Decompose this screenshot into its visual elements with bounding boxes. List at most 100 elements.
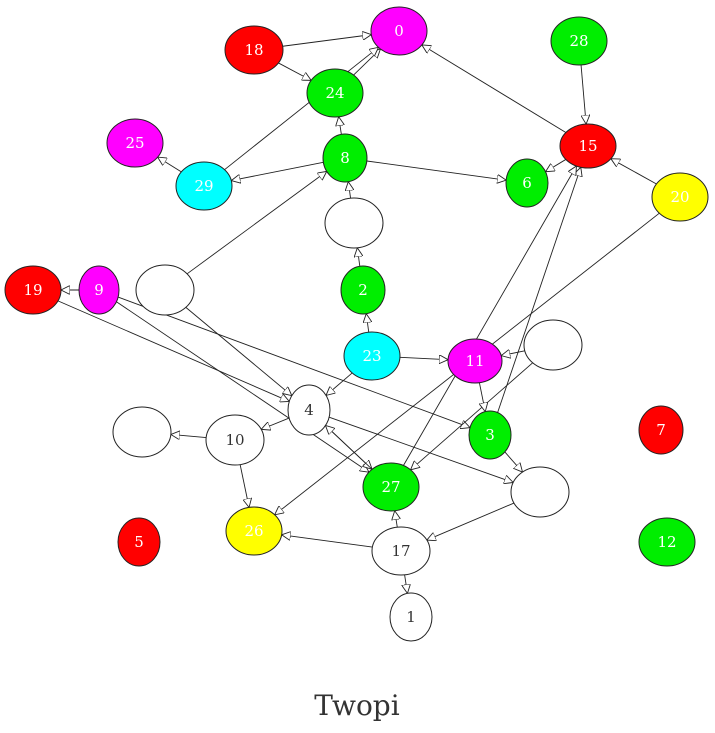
node-17: 17 <box>371 526 431 576</box>
edge-n17-to-n1 <box>405 574 408 594</box>
node-shape <box>135 264 195 316</box>
edge-n23-to-n11 <box>399 357 448 359</box>
node-label: 19 <box>23 281 42 299</box>
edge-n17-to-n27 <box>395 511 398 528</box>
edge-nC-to-n11 <box>501 351 525 356</box>
edge-n4-to-nE <box>328 416 513 482</box>
node-23: 23 <box>343 331 401 381</box>
node-shape <box>510 466 570 518</box>
node-label: 26 <box>244 522 263 540</box>
node-label: 12 <box>657 533 676 551</box>
node-unlabeled-nA <box>324 197 384 249</box>
node-shape <box>343 331 401 381</box>
node-29: 29 <box>175 161 233 211</box>
node-7: 7 <box>638 405 684 455</box>
edge-n10-to-nD <box>171 434 207 437</box>
node-shape <box>306 68 364 118</box>
node-shape <box>117 517 161 567</box>
node-10: 10 <box>205 414 265 466</box>
edge-n4-to-n10 <box>261 417 290 429</box>
node-shape <box>651 172 709 222</box>
node-4: 4 <box>287 384 331 436</box>
edge-n29-to-n25 <box>158 157 182 173</box>
node-label: 27 <box>381 478 400 496</box>
edge-nA-to-n8 <box>348 182 350 199</box>
edge-nB-to-n4 <box>185 307 292 395</box>
node-label: 23 <box>362 347 381 365</box>
edge-n29-to-n0 <box>224 47 379 171</box>
node-18: 18 <box>224 25 284 75</box>
node-label: 2 <box>358 281 368 299</box>
node-label: 25 <box>125 134 144 152</box>
node-label: 11 <box>465 352 484 370</box>
node-label: 5 <box>134 533 144 551</box>
node-shape <box>175 161 233 211</box>
node-25: 25 <box>106 118 164 168</box>
node-shape <box>638 517 696 567</box>
node-19: 19 <box>4 265 62 315</box>
edge-n18-to-n0 <box>282 35 372 47</box>
edge-nC-to-n27 <box>411 362 533 470</box>
edge-n11-to-n3 <box>478 382 485 412</box>
edge-n15-to-n0 <box>422 45 567 133</box>
node-28: 28 <box>550 16 608 66</box>
edge-n10-to-n26 <box>239 464 249 508</box>
node-label: 3 <box>485 426 495 444</box>
edge-nE-to-n17 <box>427 502 515 540</box>
node-shape <box>205 414 265 466</box>
node-shape <box>389 592 433 642</box>
node-label: 7 <box>656 421 666 439</box>
edge-n23-to-n4 <box>326 372 353 395</box>
edge-n15-to-n6 <box>546 159 567 171</box>
node-11: 11 <box>447 338 503 384</box>
node-shape <box>362 462 420 512</box>
node-shape <box>112 406 172 458</box>
edge-n2-to-nA <box>357 248 359 267</box>
node-label: 10 <box>225 431 244 449</box>
edge-n9-to-n27 <box>116 301 369 472</box>
edge-n9-to-n3 <box>117 296 470 428</box>
edge-n23-to-n2 <box>366 314 369 333</box>
node-label: 9 <box>94 281 104 299</box>
node-shape <box>559 123 617 169</box>
node-15: 15 <box>559 123 617 169</box>
edge-nB-to-n8 <box>186 171 327 275</box>
node-label: 20 <box>670 188 689 206</box>
edge-n3-to-n15 <box>497 167 581 413</box>
node-layer: 0 18 28 24 25 8 15 29 6 20 19 9 2 23 11 4 10 3 7 27 5 26 17 12 1 <box>4 6 709 642</box>
edge-n27-to-n15 <box>403 166 576 466</box>
node-shape <box>371 526 431 576</box>
node-9: 9 <box>78 265 120 315</box>
node-shape <box>370 6 428 56</box>
node-shape <box>224 25 284 75</box>
node-5: 5 <box>117 517 161 567</box>
node-0: 0 <box>370 6 428 56</box>
node-1: 1 <box>389 592 433 642</box>
node-shape <box>505 158 549 208</box>
node-label: 17 <box>391 542 410 560</box>
edge-n27-to-n4 <box>325 425 373 470</box>
edge-n28-to-n15 <box>580 64 586 124</box>
node-shape <box>523 319 583 371</box>
node-2: 2 <box>340 265 386 315</box>
node-label: 28 <box>569 32 588 50</box>
node-shape <box>322 133 368 183</box>
node-shape <box>550 16 608 66</box>
node-26: 26 <box>225 506 283 556</box>
node-unlabeled-nE <box>510 466 570 518</box>
edge-n18-to-n24 <box>278 62 311 80</box>
edge-n8-to-n24 <box>339 117 342 135</box>
node-shape <box>340 265 386 315</box>
node-20: 20 <box>651 172 709 222</box>
node-27: 27 <box>362 462 420 512</box>
node-6: 6 <box>505 158 549 208</box>
node-unlabeled-nC <box>523 319 583 371</box>
node-unlabeled-nD <box>112 406 172 458</box>
node-label: 29 <box>194 177 213 195</box>
node-label: 4 <box>304 401 314 419</box>
node-label: 18 <box>244 41 263 59</box>
node-shape <box>468 410 512 460</box>
edge-n24-to-n0 <box>353 49 381 76</box>
node-shape <box>638 405 684 455</box>
